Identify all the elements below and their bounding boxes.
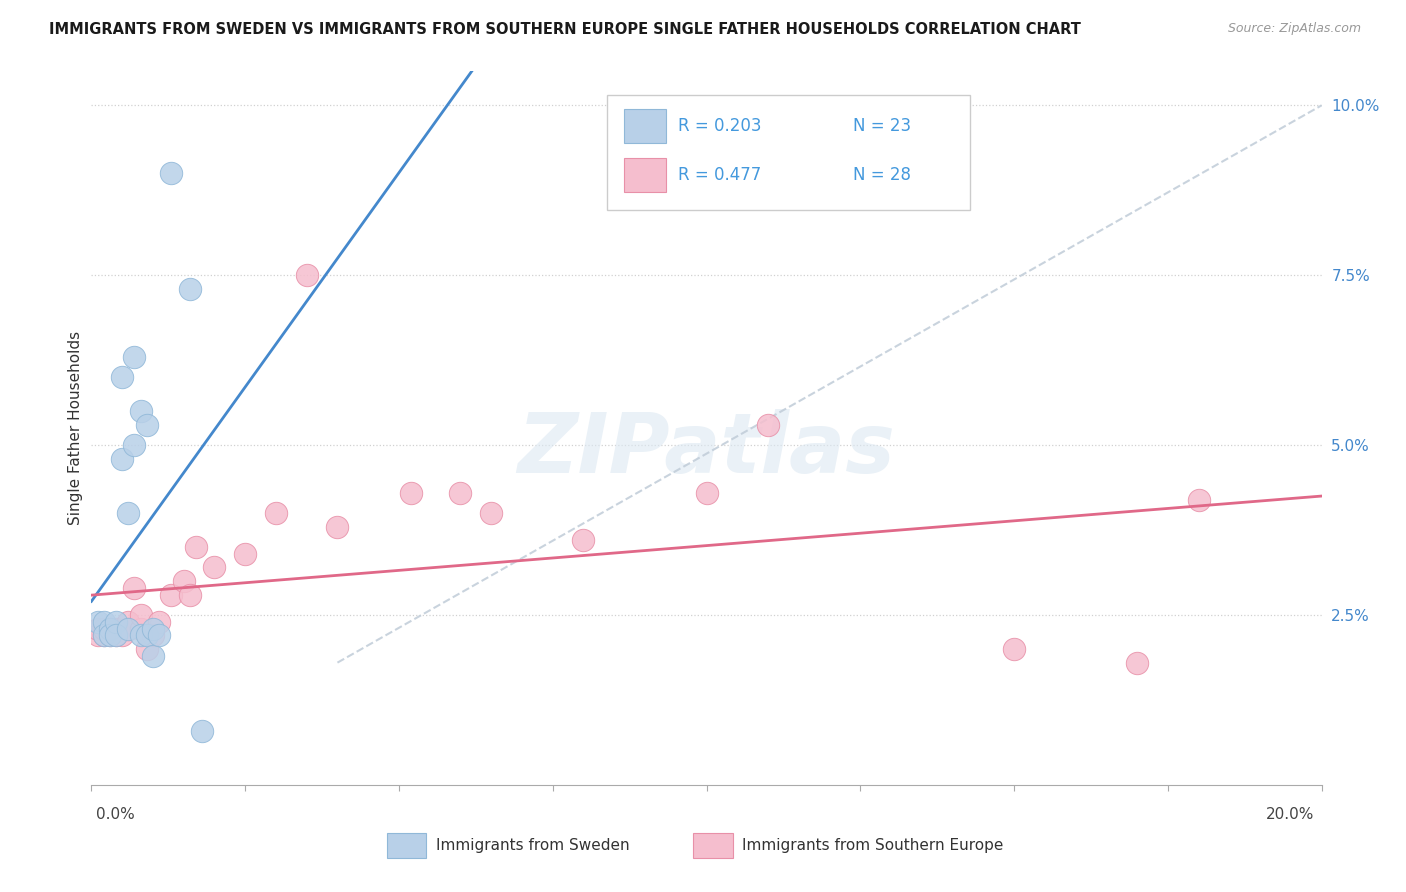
Point bbox=[184, 540, 207, 554]
Point bbox=[105, 628, 127, 642]
Point bbox=[135, 642, 157, 657]
Point bbox=[98, 622, 121, 636]
Point bbox=[111, 370, 134, 384]
Point bbox=[1187, 492, 1209, 507]
Point bbox=[142, 622, 165, 636]
Point bbox=[93, 622, 115, 636]
Text: N = 28: N = 28 bbox=[853, 166, 911, 184]
Point bbox=[105, 628, 127, 642]
Point bbox=[756, 417, 779, 432]
Point bbox=[191, 723, 214, 738]
Text: 20.0%: 20.0% bbox=[1267, 807, 1315, 822]
Point bbox=[449, 485, 471, 500]
Point bbox=[1002, 642, 1025, 657]
Point bbox=[326, 519, 349, 533]
Text: N = 23: N = 23 bbox=[853, 117, 911, 135]
Text: ZIPatlas: ZIPatlas bbox=[517, 409, 896, 490]
Point bbox=[117, 622, 139, 636]
Y-axis label: Single Father Households: Single Father Households bbox=[67, 331, 83, 525]
Text: R = 0.477: R = 0.477 bbox=[678, 166, 761, 184]
Text: 0.0%: 0.0% bbox=[96, 807, 135, 822]
Point bbox=[160, 588, 183, 602]
Point bbox=[117, 622, 139, 636]
Point bbox=[93, 628, 115, 642]
Point bbox=[93, 615, 115, 629]
Point bbox=[124, 438, 146, 452]
Point bbox=[399, 485, 422, 500]
Point bbox=[160, 166, 183, 180]
Point bbox=[129, 608, 152, 623]
Point bbox=[86, 615, 108, 629]
Point bbox=[696, 485, 718, 500]
Text: Source: ZipAtlas.com: Source: ZipAtlas.com bbox=[1227, 22, 1361, 36]
Point bbox=[117, 506, 139, 520]
Point bbox=[135, 417, 157, 432]
Point bbox=[1126, 656, 1149, 670]
Point bbox=[105, 622, 127, 636]
Text: Immigrants from Southern Europe: Immigrants from Southern Europe bbox=[742, 838, 1004, 853]
Point bbox=[129, 404, 152, 418]
Point bbox=[142, 648, 165, 663]
Point bbox=[295, 268, 318, 283]
Point bbox=[129, 622, 152, 636]
Text: R = 0.203: R = 0.203 bbox=[678, 117, 761, 135]
Point bbox=[93, 628, 115, 642]
Point bbox=[111, 628, 134, 642]
Text: IMMIGRANTS FROM SWEDEN VS IMMIGRANTS FROM SOUTHERN EUROPE SINGLE FATHER HOUSEHOL: IMMIGRANTS FROM SWEDEN VS IMMIGRANTS FRO… bbox=[49, 22, 1081, 37]
Point bbox=[148, 628, 170, 642]
Point bbox=[86, 622, 108, 636]
Point bbox=[148, 615, 170, 629]
Point bbox=[117, 615, 139, 629]
Point bbox=[572, 533, 595, 548]
Point bbox=[124, 581, 146, 595]
Point bbox=[98, 628, 121, 642]
Text: Immigrants from Sweden: Immigrants from Sweden bbox=[436, 838, 630, 853]
Point bbox=[233, 547, 256, 561]
Point bbox=[179, 588, 201, 602]
Point bbox=[129, 628, 152, 642]
Point bbox=[173, 574, 195, 588]
Point bbox=[111, 451, 134, 466]
Point bbox=[135, 628, 157, 642]
Point bbox=[86, 628, 108, 642]
Point bbox=[105, 615, 127, 629]
Point bbox=[124, 350, 146, 364]
Point bbox=[98, 628, 121, 642]
Point bbox=[179, 282, 201, 296]
Point bbox=[202, 560, 225, 574]
Point bbox=[264, 506, 287, 520]
Point bbox=[98, 622, 121, 636]
Point bbox=[142, 628, 165, 642]
Point bbox=[479, 506, 502, 520]
